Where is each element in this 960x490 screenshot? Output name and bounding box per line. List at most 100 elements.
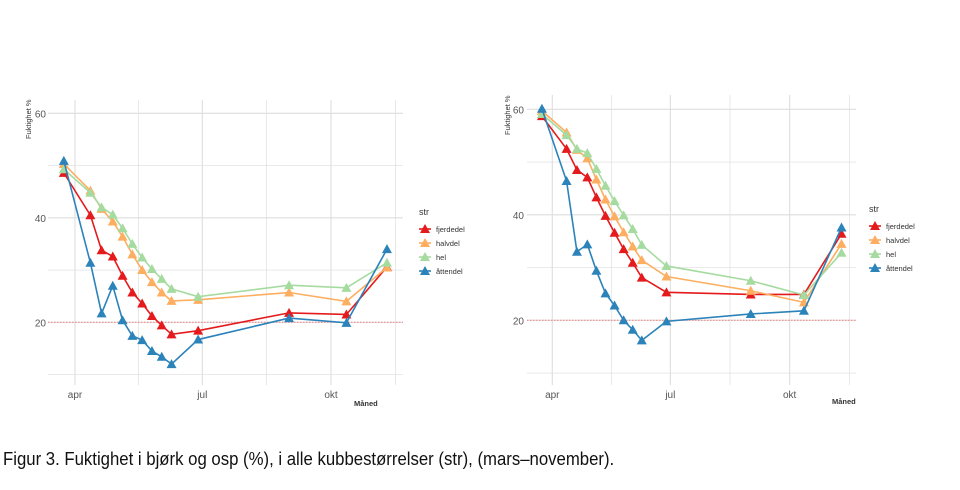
- legend-label-åttendel: åttendel: [886, 264, 913, 273]
- data-point-halvdel: [636, 255, 647, 265]
- x-tick-label: apr: [545, 390, 560, 401]
- data-point-hel: [627, 224, 638, 234]
- data-point-åttendel: [661, 316, 672, 326]
- x-tick-label: okt: [324, 390, 338, 401]
- data-point-fjerdedel: [284, 307, 295, 317]
- legend-key-triangle-icon: [420, 266, 430, 275]
- y-tick-label: 40: [35, 214, 47, 225]
- data-point-hel: [193, 291, 204, 301]
- series-line-halvdel: [541, 110, 843, 304]
- data-point-hel: [798, 289, 809, 299]
- chart-panel-1: 20 40 60 apr jul okt Måned Fuktighet % str fjerde…: [24, 99, 465, 408]
- data-point-hel: [96, 202, 107, 212]
- data-point-åttendel: [627, 324, 638, 334]
- data-point-åttendel: [582, 239, 593, 249]
- data-point-fjerdedel: [156, 320, 167, 330]
- data-point-hel: [127, 238, 138, 248]
- x-tick-label: jul: [664, 390, 675, 401]
- x-tick-label: jul: [196, 390, 207, 401]
- data-point-fjerdedel: [636, 272, 647, 282]
- data-point-åttendel: [96, 308, 107, 318]
- legend-key-triangle-icon: [420, 224, 430, 233]
- legend-title: str: [419, 207, 429, 217]
- data-point-fjerdedel: [627, 257, 638, 267]
- data-point-hel: [618, 210, 629, 220]
- data-point-åttendel: [166, 359, 177, 369]
- data-point-hel: [166, 283, 177, 293]
- data-point-hel: [117, 223, 128, 233]
- data-point-fjerdedel: [661, 287, 672, 297]
- data-point-hel: [661, 260, 672, 270]
- data-point-fjerdedel: [591, 192, 602, 202]
- data-point-åttendel: [618, 315, 629, 325]
- data-point-fjerdedel: [193, 325, 204, 335]
- y-axis-title: Fuktighet %: [24, 99, 33, 139]
- legend-label-hel: hel: [436, 253, 446, 262]
- data-point-fjerdedel: [85, 210, 96, 220]
- data-point-halvdel: [836, 238, 847, 248]
- data-point-åttendel: [609, 300, 620, 310]
- data-point-halvdel: [661, 271, 672, 281]
- data-point-hel: [156, 273, 167, 283]
- y-tick-label: 40: [513, 211, 525, 222]
- data-point-halvdel: [600, 194, 611, 204]
- series-line-åttendel: [63, 160, 388, 366]
- data-point-åttendel: [745, 308, 756, 318]
- x-axis-title: Måned: [354, 399, 378, 408]
- legend-label-halvdel: halvdel: [886, 236, 910, 245]
- data-point-hel: [146, 264, 157, 274]
- data-point-halvdel: [609, 211, 620, 221]
- data-point-halvdel: [618, 227, 629, 237]
- data-point-åttendel: [85, 257, 96, 267]
- data-point-hel: [636, 239, 647, 249]
- data-point-hel: [600, 180, 611, 190]
- data-point-fjerdedel: [609, 227, 620, 237]
- data-point-halvdel: [582, 153, 593, 163]
- data-point-åttendel: [146, 346, 157, 356]
- data-point-fjerdedel: [618, 244, 629, 254]
- data-point-halvdel: [381, 262, 392, 272]
- data-point-halvdel: [127, 249, 138, 259]
- legend-key-triangle-icon: [870, 221, 880, 230]
- data-point-halvdel: [591, 174, 602, 184]
- data-point-fjerdedel: [117, 270, 128, 280]
- data-point-fjerdedel: [137, 298, 148, 308]
- data-point-åttendel: [137, 335, 148, 345]
- data-point-fjerdedel: [107, 251, 118, 261]
- data-point-åttendel: [836, 222, 847, 232]
- legend-label-åttendel: åttendel: [436, 267, 463, 276]
- legend-key-triangle-icon: [420, 238, 430, 247]
- data-point-hel: [341, 282, 352, 292]
- x-axis-title: Måned: [832, 397, 856, 406]
- data-point-halvdel: [117, 231, 128, 241]
- y-tick-label: 60: [513, 105, 525, 116]
- data-point-fjerdedel: [582, 172, 593, 182]
- data-point-hel: [836, 247, 847, 257]
- legend-title: str: [869, 204, 879, 214]
- data-point-åttendel: [381, 244, 392, 254]
- data-point-fjerdedel: [127, 287, 138, 297]
- data-point-hel: [137, 252, 148, 262]
- data-point-åttendel: [156, 351, 167, 361]
- data-point-åttendel: [284, 313, 295, 323]
- data-point-halvdel: [284, 287, 295, 297]
- series-line-halvdel: [63, 163, 388, 303]
- data-point-fjerdedel: [836, 228, 847, 238]
- data-point-halvdel: [745, 285, 756, 295]
- data-point-hel: [284, 280, 295, 290]
- data-point-åttendel: [561, 176, 572, 186]
- data-point-hel: [107, 209, 118, 219]
- data-point-halvdel: [627, 241, 638, 251]
- data-point-hel: [582, 148, 593, 158]
- legend-key-triangle-icon: [870, 235, 880, 244]
- legend-label-fjerdedel: fjerdedel: [886, 222, 915, 231]
- legend-key-triangle-icon: [420, 252, 430, 261]
- data-point-åttendel: [636, 335, 647, 345]
- y-tick-label: 60: [35, 109, 47, 120]
- data-point-åttendel: [798, 305, 809, 315]
- data-point-hel: [85, 187, 96, 197]
- data-point-åttendel: [591, 265, 602, 275]
- legend-key-triangle-icon: [870, 263, 880, 272]
